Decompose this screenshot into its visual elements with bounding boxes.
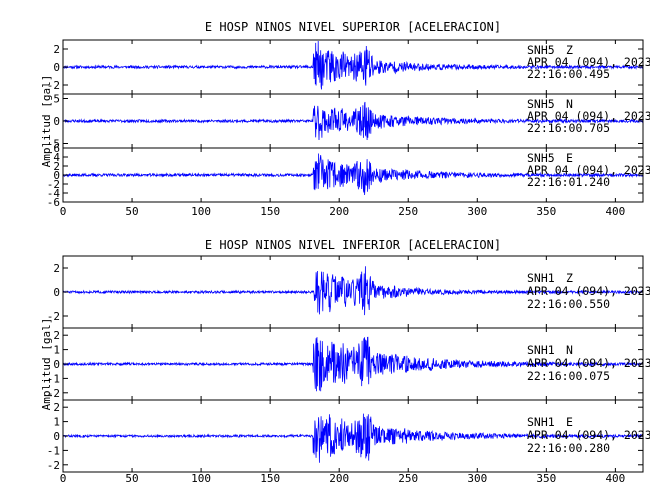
x-tick-label: 150	[260, 205, 280, 218]
waveform-trace	[62, 266, 644, 316]
y-tick-label: 0	[53, 430, 60, 443]
component-label: Z	[566, 43, 573, 57]
y-tick-label: 6	[53, 142, 60, 155]
y-tick-label: -1	[47, 444, 60, 457]
component-label: N	[566, 97, 573, 111]
y-tick-label: -2	[47, 459, 60, 472]
date-label: APR 04 (094), 2023	[527, 284, 650, 298]
waveform-trace	[62, 153, 644, 196]
x-tick-label: 300	[467, 472, 487, 485]
date-label: APR 04 (094), 2023	[527, 109, 650, 123]
x-tick-label: 250	[398, 205, 418, 218]
channel-label: SNH5	[527, 151, 555, 165]
x-tick-label: 100	[191, 205, 211, 218]
time-label: 22:16:00.075	[527, 369, 610, 383]
time-label: 22:16:00.495	[527, 67, 610, 81]
x-tick-label: 400	[605, 205, 625, 218]
y-tick-label: 0	[53, 358, 60, 371]
x-tick-label: 400	[605, 472, 625, 485]
y-tick-label: 2	[53, 262, 60, 275]
component-label: E	[566, 415, 573, 429]
y-tick-label: -2	[47, 178, 60, 191]
x-tick-label: 250	[398, 472, 418, 485]
y-tick-label: 2	[53, 160, 60, 173]
y-axis-label: Amplitud [gal]	[40, 318, 53, 411]
y-tick-label: -4	[47, 187, 61, 200]
x-tick-label: 50	[125, 472, 138, 485]
waveform-trace	[62, 40, 644, 90]
channel-label: SNH1	[527, 415, 555, 429]
time-label: 22:16:00.705	[527, 121, 610, 135]
y-tick-label: 5	[53, 93, 60, 106]
chart-2: E HOSP NINOS NIVEL INFERIOR [ACELERACION…	[40, 238, 650, 485]
time-label: 22:16:01.240	[527, 175, 610, 189]
date-label: APR 04 (094), 2023	[527, 55, 650, 69]
x-tick-label: 150	[260, 472, 280, 485]
y-tick-label: -2	[47, 387, 60, 400]
chart-title: E HOSP NINOS NIVEL SUPERIOR [ACELERACION…	[205, 20, 501, 34]
x-tick-label: 350	[536, 472, 556, 485]
y-tick-label: 4	[53, 151, 60, 164]
y-tick-label: 2	[53, 401, 60, 414]
x-tick-label: 200	[329, 472, 349, 485]
y-axis-label: Amplitud [gal]	[40, 75, 53, 168]
date-label: APR 04 (094), 2023	[527, 428, 650, 442]
y-tick-label: 0	[53, 115, 60, 128]
x-tick-label: 0	[60, 205, 67, 218]
channel-label: SNH5	[527, 97, 555, 111]
y-tick-label: -1	[47, 372, 60, 385]
y-tick-label: -6	[47, 196, 60, 209]
channel-label: SNH1	[527, 271, 555, 285]
chart-1: E HOSP NINOS NIVEL SUPERIOR [ACELERACION…	[40, 20, 650, 218]
y-tick-label: 1	[53, 344, 60, 357]
channel-label: SNH1	[527, 343, 555, 357]
channel-label: SNH5	[527, 43, 555, 57]
y-tick-label: 0	[53, 286, 60, 299]
x-tick-label: 200	[329, 205, 349, 218]
y-tick-label: -5	[47, 138, 60, 151]
date-label: APR 04 (094), 2023	[527, 356, 650, 370]
waveform-trace	[62, 101, 644, 141]
waveform-trace	[62, 413, 644, 463]
x-tick-label: 50	[125, 205, 138, 218]
y-tick-label: 2	[53, 329, 60, 342]
x-tick-label: 0	[60, 472, 67, 485]
y-tick-label: -2	[47, 79, 60, 92]
x-tick-label: 350	[536, 205, 556, 218]
x-tick-label: 100	[191, 472, 211, 485]
time-label: 22:16:00.280	[527, 441, 610, 455]
component-label: Z	[566, 271, 573, 285]
y-tick-label: 1	[53, 416, 60, 429]
x-tick-label: 300	[467, 205, 487, 218]
component-label: E	[566, 151, 573, 165]
chart-title: E HOSP NINOS NIVEL INFERIOR [ACELERACION…	[205, 238, 501, 252]
y-tick-label: 2	[53, 43, 60, 56]
date-label: APR 04 (094), 2023	[527, 163, 650, 177]
y-tick-label: 0	[53, 61, 60, 74]
waveform-trace	[62, 336, 644, 392]
time-label: 22:16:00.550	[527, 297, 610, 311]
y-tick-label: 0	[53, 169, 60, 182]
y-tick-label: -2	[47, 310, 60, 323]
component-label: N	[566, 343, 573, 357]
